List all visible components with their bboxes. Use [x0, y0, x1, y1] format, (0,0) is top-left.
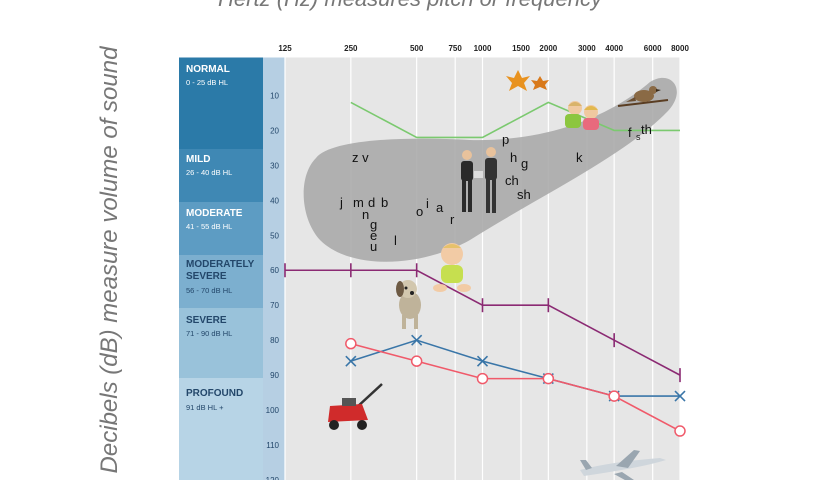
axis-ticks: 125 250 500 750 1000 1500 2000 3000 4000 6000 8000…	[266, 44, 690, 480]
band-normal-name: NORMAL	[186, 64, 230, 75]
speech-sound: g	[370, 217, 377, 232]
y-tick-label: 110	[266, 441, 279, 450]
y-tick-label: 70	[270, 301, 279, 310]
x-tick-label: 750	[448, 44, 462, 53]
speech-sound: l	[394, 233, 397, 248]
whispering-children-icon	[565, 101, 599, 130]
y-tick-label: 80	[270, 336, 279, 345]
data-point	[674, 390, 686, 402]
band-moderately-severe-range: 56 - 70 dB HL	[186, 286, 232, 295]
speech-sound: n	[362, 207, 369, 222]
x-tick-label: 1000	[474, 44, 492, 53]
y-tick-label: 60	[270, 266, 279, 275]
band-mild-range: 26 - 40 dB HL	[186, 168, 232, 177]
y-tick-label: 10	[270, 91, 279, 100]
band-profound-bg	[179, 378, 263, 480]
band-moderately-severe-bg	[179, 255, 263, 308]
speech-sound: p	[502, 132, 509, 147]
speech-sound: o	[416, 204, 423, 219]
bird-icon	[617, 86, 669, 107]
chart-title: Hertz (Hz) measures pitch or frequency	[0, 0, 820, 12]
band-moderate-range: 41 - 55 dB HL	[186, 222, 232, 231]
y-tick-label: 120	[266, 476, 280, 480]
x-tick-label: 6000	[644, 44, 662, 53]
series-layer	[284, 101, 686, 437]
data-point	[476, 355, 489, 367]
y-tick-label: 100	[266, 406, 280, 415]
speech-sound: j	[339, 195, 343, 210]
x-tick-label: 8000	[671, 44, 689, 53]
x-tick-label: 125	[278, 44, 292, 53]
data-point	[674, 425, 686, 437]
data-point	[410, 355, 423, 367]
data-point	[476, 372, 489, 385]
speech-sounds: z v j m d b n g e u l o i a r p h g ch s…	[339, 122, 652, 254]
speech-sound: th	[641, 122, 652, 137]
band-mild-bg	[179, 149, 263, 202]
band-normal-bg	[179, 57, 263, 149]
speech-sound: d	[368, 195, 375, 210]
data-point	[345, 355, 357, 367]
data-point	[345, 337, 357, 350]
autumn-leaves-icon	[506, 70, 549, 91]
speech-sound: g	[521, 156, 528, 171]
speech-sound: m	[353, 195, 364, 210]
band-moderate-name: MODERATE	[186, 208, 243, 219]
speech-sound: a	[436, 200, 444, 215]
band-moderate-bg	[179, 202, 263, 255]
speech-sound: i	[426, 196, 429, 211]
x-tick-label: 1500	[512, 44, 530, 53]
band-moderately-severe-name: MODERATELY SEVERE	[186, 259, 255, 282]
x-tick-label: 2000	[539, 44, 557, 53]
data-point	[608, 390, 620, 402]
speech-sound: ch	[505, 173, 519, 188]
band-normal-range: 0 - 25 dB HL	[186, 78, 228, 87]
speech-sound: b	[381, 195, 388, 210]
series-line	[350, 342, 681, 432]
y-tick-label: 40	[270, 196, 279, 205]
y-tick-label: 50	[270, 231, 279, 240]
band-mild-name: MILD	[186, 154, 210, 165]
data-point	[542, 372, 555, 385]
y-tick-label: 30	[270, 161, 279, 170]
airplane-icon	[580, 450, 666, 480]
speech-sound: f	[628, 125, 632, 140]
two-people-talking-icon	[461, 147, 497, 213]
data-point	[411, 334, 423, 346]
x-tick-label: 3000	[578, 44, 596, 53]
speech-sound: k	[576, 150, 583, 165]
y-tick-label: 90	[270, 371, 279, 380]
baby-icon	[433, 243, 471, 292]
speech-sound: z v	[352, 150, 369, 165]
x-tick-label: 4000	[605, 44, 623, 53]
speech-sound: h	[510, 150, 517, 165]
series-line	[350, 101, 680, 139]
lawnmower-icon	[328, 383, 383, 430]
band-severe-range: 71 - 90 dB HL	[186, 329, 232, 338]
speech-sound: u	[370, 239, 377, 254]
series-line	[350, 339, 680, 397]
band-severe-name: SEVERE	[186, 315, 227, 326]
band-profound-name: PROFOUND	[186, 388, 243, 399]
dog-icon	[396, 280, 421, 329]
speech-sound: r	[450, 212, 455, 227]
band-severe-bg	[179, 308, 263, 378]
x-tick-label: 250	[344, 44, 358, 53]
band-profound-range: 91 dB HL +	[186, 403, 224, 412]
y-axis-strip	[263, 57, 285, 480]
x-tick-label: 500	[410, 44, 424, 53]
speech-sound: s	[636, 132, 641, 142]
y-tick-label: 20	[270, 126, 279, 135]
speech-sound: sh	[517, 187, 531, 202]
speech-sound: e	[370, 228, 377, 243]
